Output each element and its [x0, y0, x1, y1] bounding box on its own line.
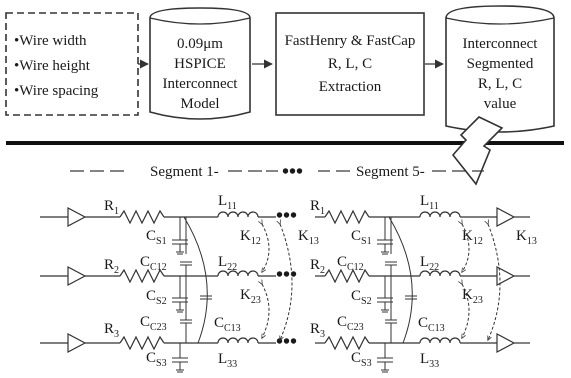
- inductor-3-seg1: [217, 337, 259, 344]
- segment-ellipsis: •••: [282, 161, 303, 183]
- inductor-2-seg5: [419, 270, 461, 277]
- param-wire-height: •Wire height: [14, 58, 91, 74]
- mutual-arrows: [262, 224, 501, 340]
- label-cs1-seg1: CS1: [146, 228, 167, 247]
- label-l22-seg5: L22: [420, 254, 439, 273]
- label-cs3-seg5: CS3: [351, 350, 372, 369]
- extraction-line-1: FastHenry & FastCap: [285, 33, 416, 49]
- resistor-2-seg1: [119, 268, 165, 284]
- model-line-3: Interconnect: [163, 76, 239, 92]
- label-k12-seg1: K12: [240, 228, 261, 247]
- output-line-3: R, L, C: [478, 76, 522, 92]
- label-cc23-seg5: CC23: [337, 314, 364, 333]
- ellipsis-wire-2: •••: [276, 264, 297, 286]
- inductor-3-seg5: [419, 337, 461, 344]
- circuit-section: Segment 1- ••• Segment 5- •••: [40, 161, 537, 373]
- output-line-1: Interconnect: [463, 36, 539, 52]
- label-cs2-seg1: CS2: [146, 288, 167, 307]
- output-line-2: Segmented: [467, 56, 534, 72]
- extraction-line-3: Extraction: [319, 79, 382, 95]
- driver-2: [67, 266, 87, 286]
- extraction-box: [275, 12, 425, 116]
- segment-1-label: Segment 1-: [150, 164, 219, 180]
- label-r3-seg1: R3: [104, 321, 119, 340]
- label-cs2-seg5: CS2: [351, 288, 372, 307]
- inductor-1-seg5: [419, 211, 461, 218]
- resistor-2-seg5: [324, 268, 370, 284]
- inductor-2-seg1: [217, 270, 259, 277]
- inductor-1-seg1: [217, 211, 259, 218]
- resistor-1-seg5: [324, 209, 370, 225]
- label-cc23-seg1: CC23: [140, 314, 167, 333]
- separator-line: [6, 141, 564, 145]
- label-k13-seg5: K13: [516, 228, 537, 247]
- ellipsis-wire-1: •••: [276, 205, 297, 227]
- resistor-1-seg1: [119, 209, 165, 225]
- label-cc13-seg5: CC13: [418, 315, 445, 334]
- ellipsis-wire-3: •••: [276, 331, 297, 353]
- label-l11-seg5: L11: [420, 193, 439, 212]
- extraction-line-2: R, L, C: [328, 56, 372, 72]
- label-r1-seg5: R1: [310, 198, 325, 217]
- model-line-2: HSPICE: [174, 56, 226, 72]
- resistor-3-seg1: [119, 335, 165, 351]
- receiver-2: [496, 266, 516, 286]
- label-r2-seg5: R2: [310, 257, 325, 276]
- model-line-4: Model: [180, 96, 219, 112]
- receiver-3: [496, 333, 516, 353]
- big-down-arrow: [451, 116, 504, 186]
- label-cc13-seg1: CC13: [214, 315, 241, 334]
- label-l22-seg1: L22: [218, 254, 237, 273]
- driver-1: [67, 207, 87, 227]
- label-l33-seg1: L33: [218, 351, 237, 370]
- flow-section: •Wire width •Wire height •Wire spacing 0…: [5, 5, 555, 133]
- driver-3: [67, 333, 87, 353]
- output-line-4: value: [484, 96, 517, 112]
- resistor-3-seg5: [324, 335, 370, 351]
- label-cs3-seg1: CS3: [146, 350, 167, 369]
- capacitor-network-seg1: [172, 216, 212, 373]
- label-l11-seg1: L11: [218, 193, 237, 212]
- capacitor-network-seg5: [377, 216, 417, 373]
- label-cs1-seg5: CS1: [351, 228, 372, 247]
- label-cc12-seg1: CC12: [140, 254, 167, 273]
- label-r2-seg1: R2: [104, 257, 119, 276]
- label-r3-seg5: R3: [310, 321, 325, 340]
- label-k13-seg1: K13: [298, 228, 319, 247]
- segment-5-label: Segment 5-: [356, 164, 425, 180]
- receiver-1: [496, 207, 516, 227]
- label-cc12-seg5: CC12: [337, 254, 364, 273]
- label-k12-seg5: K12: [462, 228, 483, 247]
- label-r1-seg1: R1: [104, 198, 119, 217]
- label-k23-seg1: K23: [240, 287, 261, 306]
- label-k23-seg5: K23: [462, 287, 483, 306]
- param-wire-spacing: •Wire spacing: [14, 83, 99, 99]
- param-wire-width: •Wire width: [14, 33, 87, 49]
- model-line-1: 0.09μm: [177, 36, 223, 52]
- model-cylinder: [149, 7, 251, 120]
- label-l33-seg5: L33: [420, 351, 439, 370]
